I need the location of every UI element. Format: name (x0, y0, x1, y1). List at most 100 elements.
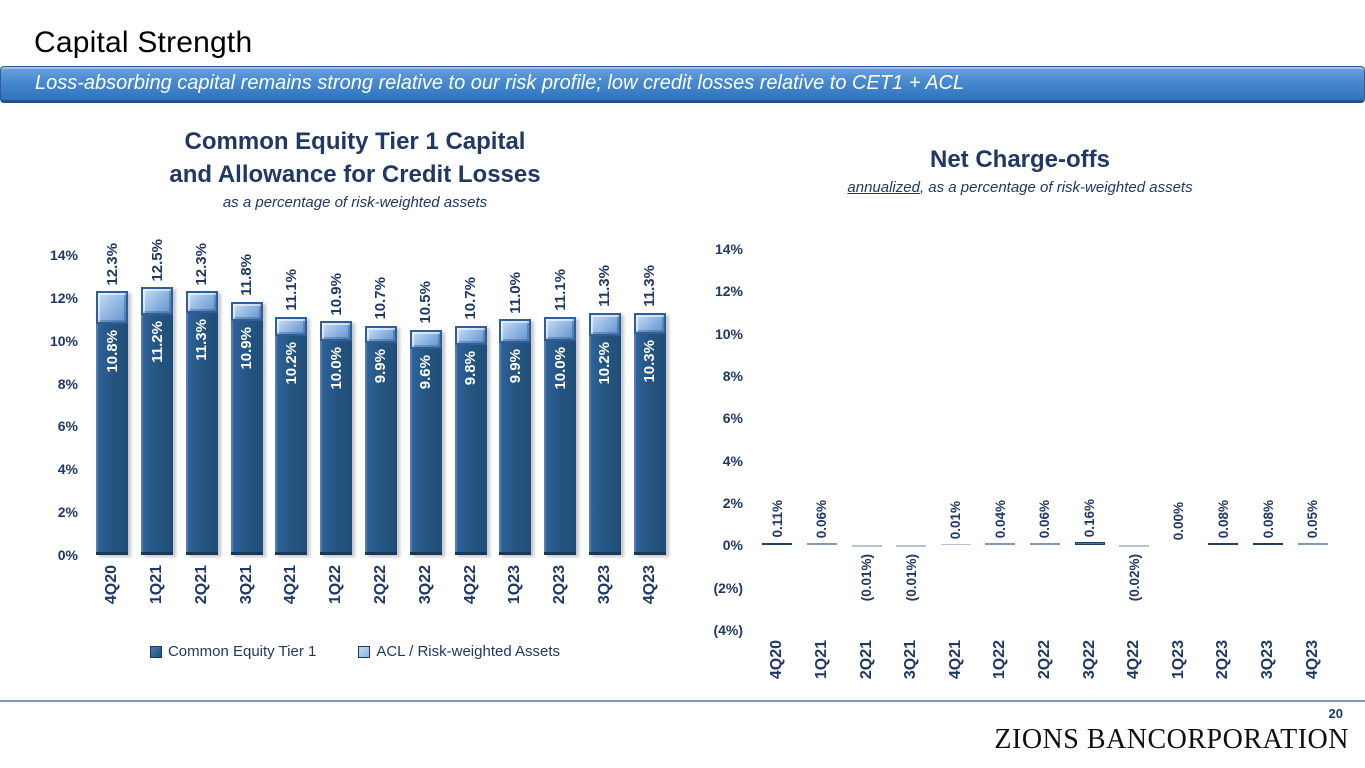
total-value-label: 11.1% (538, 269, 583, 311)
nco-chart-title: Net Charge-offs (929, 146, 1110, 173)
cet1-value-label: 10.0% (320, 347, 352, 390)
cet1-bar-column-1Q21: 12.5% 11.2% (135, 239, 180, 555)
total-value-label-text: 12.3% (103, 242, 121, 286)
cet1-bar-column-4Q21: 11.1% 10.2% (269, 255, 314, 555)
nco-bar (1029, 543, 1060, 546)
cet1-bar-stack: 10.8% (96, 291, 129, 555)
cet1-xlabel: 4Q21 (282, 565, 300, 605)
nco-xcell: 3Q21 (889, 640, 934, 706)
total-value-label: 11.8% (224, 254, 269, 296)
nco-bar-column-3Q23: 0.08% (1246, 249, 1291, 630)
nco-bar-column-4Q20: 0.11% (755, 249, 800, 630)
cet1-xcell: 3Q22 (403, 565, 448, 631)
total-value-label-text: 10.7% (462, 277, 480, 320)
nco-value-label-text: (0.02%) (1126, 553, 1142, 602)
nco-bar-column-2Q22: 0.06% (1023, 249, 1068, 630)
nco-value-label: 0.00% (1157, 502, 1202, 540)
nco-value-label-text: 0.08% (1260, 500, 1276, 539)
nco-bar (985, 543, 1016, 546)
nco-xlabel: 3Q22 (1080, 640, 1098, 680)
nco-xcell: 1Q23 (1156, 640, 1201, 706)
cet1-bar-column-3Q23: 11.3% 10.2% (582, 255, 627, 555)
nco-xcell: 2Q21 (844, 640, 889, 706)
cet1-xlabel: 2Q21 (192, 565, 210, 605)
nco-xcell: 3Q22 (1067, 640, 1112, 706)
total-value-label-text: 11.1% (551, 269, 569, 312)
cet1-xlabel: 1Q21 (148, 565, 166, 605)
nco-bars: 0.11% 0.06% (0.01%) (0.01%) 0.01% 0.04% 0.06% 0… (755, 249, 1335, 630)
nco-ytick: 6% (722, 410, 743, 427)
acl-segment (96, 291, 129, 324)
nco-bar (1074, 541, 1105, 546)
nco-value-label: 0.06% (800, 500, 845, 538)
cet1-value-label: 10.8% (96, 330, 128, 373)
cet1-bar-stack: 10.2% (588, 312, 621, 555)
total-value-label: 11.0% (493, 272, 538, 314)
cet1-xcell: 1Q21 (135, 565, 180, 631)
nco-value-label: (0.02%) (1112, 554, 1157, 601)
cet1-value-label: 9.6% (410, 355, 442, 389)
cet1-bar-column-4Q20: 12.3% 10.8% (90, 243, 135, 555)
nco-xcell: 4Q23 (1290, 640, 1335, 706)
cet1-segment: 10.8% (96, 323, 129, 555)
nco-ytick: 12% (714, 283, 743, 300)
cet1-chart-title-line1: Common Equity Tier 1 Capital (184, 128, 526, 155)
nco-bar (762, 543, 793, 546)
cet1-xlabel: 2Q23 (551, 565, 569, 605)
acl-segment (230, 302, 263, 322)
nco-value-label-text: 0.11% (769, 500, 785, 539)
nco-xcell: 1Q22 (978, 640, 1023, 706)
nco-value-label: 0.16% (1067, 499, 1112, 537)
total-value-label: 11.1% (269, 269, 314, 311)
cet1-segment: 9.6% (409, 349, 442, 555)
nco-ytick: 14% (714, 241, 743, 257)
nco-value-label-text: 0.06% (814, 500, 830, 539)
cet1-bar-column-1Q22: 10.9% 10.0% (314, 255, 359, 555)
nco-bar (806, 543, 837, 546)
cet1-xcell: 1Q22 (314, 565, 359, 631)
nco-bar (851, 545, 882, 547)
total-value-label: 12.3% (180, 243, 225, 286)
cet1-bar-stack: 10.0% (320, 321, 353, 555)
cet1-ytick: 4% (57, 461, 78, 478)
cet1-xcell: 3Q21 (224, 565, 269, 631)
acl-segment (588, 312, 621, 337)
cet1-xcell: 1Q23 (493, 565, 538, 631)
nco-value-label-text: (0.01%) (903, 553, 919, 602)
nco-ytick: 0% (722, 537, 743, 554)
cet1-value-label: 11.3% (186, 319, 218, 361)
cet1-bar-column-4Q22: 10.7% 9.8% (448, 255, 493, 555)
nco-value-label: (0.01%) (844, 554, 889, 601)
cet1-ytick: 8% (57, 375, 78, 392)
cet1-value-label-text: 10.0% (551, 346, 569, 390)
cet1-ytick: 2% (57, 504, 78, 521)
total-value-label: 10.5% (403, 281, 448, 324)
total-value-label-text: 11.0% (506, 271, 524, 314)
nco-bar (896, 545, 927, 547)
nco-xcell: 2Q23 (1201, 640, 1246, 706)
cet1-value-label-text: 9.8% (462, 351, 480, 386)
total-value-label-text: 12.5% (148, 238, 166, 282)
cet1-bar-stack: 10.0% (544, 317, 577, 555)
cet1-value-label: 9.9% (365, 349, 397, 383)
cet1-value-label: 10.9% (231, 327, 263, 370)
cet1-xlabel: 1Q23 (506, 565, 524, 605)
nco-xlabel: 4Q23 (1303, 640, 1321, 680)
nco-bar-column-4Q23: 0.05% (1290, 249, 1335, 630)
total-value-label-text: 12.3% (193, 242, 211, 286)
cet1-segment: 9.9% (499, 342, 532, 555)
nco-bar-column-1Q23: 0.00% (1157, 249, 1202, 630)
total-value-label-text: 11.3% (641, 265, 659, 307)
legend-item-acl: ACL / Risk-weighted Assets (358, 643, 560, 660)
nco-xlabel: 4Q22 (1125, 640, 1143, 680)
cet1-bar-stack: 9.9% (499, 319, 532, 555)
cet1-chart-title-line2: and Allowance for Credit Losses (169, 161, 541, 188)
nco-bar-column-3Q21: (0.01%) (889, 249, 934, 630)
cet1-value-label-text: 10.2% (596, 342, 614, 385)
cet1-ytick: 14% (49, 247, 78, 263)
nco-xcell: 3Q23 (1246, 640, 1291, 706)
nco-value-label-text: (0.01%) (859, 553, 875, 602)
nco-xlabel: 2Q22 (1035, 640, 1053, 680)
cet1-bar-stack: 9.6% (409, 330, 442, 555)
